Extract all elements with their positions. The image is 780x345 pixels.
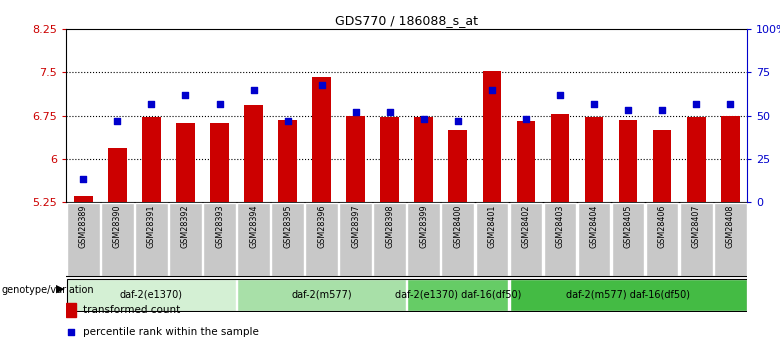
Text: daf-2(m577): daf-2(m577) xyxy=(292,289,352,299)
Bar xyxy=(483,71,502,202)
Bar xyxy=(305,203,338,276)
Bar xyxy=(244,105,263,202)
Point xyxy=(179,92,192,98)
Text: daf-2(e1370): daf-2(e1370) xyxy=(120,289,183,299)
Point xyxy=(519,116,532,122)
Bar xyxy=(619,120,637,202)
Bar xyxy=(680,203,712,276)
Point xyxy=(690,101,703,106)
Text: percentile rank within the sample: percentile rank within the sample xyxy=(83,327,258,337)
Point xyxy=(111,118,123,124)
Text: GSM28394: GSM28394 xyxy=(249,205,258,248)
Text: GSM28390: GSM28390 xyxy=(113,205,122,248)
Bar xyxy=(646,203,679,276)
Bar xyxy=(441,203,474,276)
Point xyxy=(213,101,225,106)
Point xyxy=(349,109,362,115)
Point xyxy=(384,109,396,115)
Bar xyxy=(381,117,399,202)
Bar xyxy=(74,196,93,202)
Text: genotype/variation: genotype/variation xyxy=(2,285,94,295)
Text: GSM28391: GSM28391 xyxy=(147,205,156,248)
Bar xyxy=(203,203,236,276)
Bar xyxy=(544,203,576,276)
Bar xyxy=(448,130,467,202)
Bar xyxy=(135,203,168,276)
Text: daf-2(e1370) daf-16(df50): daf-2(e1370) daf-16(df50) xyxy=(395,289,521,299)
Bar xyxy=(509,279,746,311)
Bar xyxy=(516,121,535,202)
Point xyxy=(656,108,668,113)
Bar xyxy=(169,203,202,276)
Point xyxy=(588,101,601,106)
Bar xyxy=(578,203,611,276)
Bar xyxy=(687,117,706,202)
Bar xyxy=(142,117,161,202)
Text: GSM28403: GSM28403 xyxy=(555,205,565,248)
Bar xyxy=(585,117,604,202)
Bar xyxy=(210,123,229,202)
Text: GSM28400: GSM28400 xyxy=(453,205,463,248)
Point xyxy=(65,329,77,334)
Point xyxy=(417,116,430,122)
Text: GSM28393: GSM28393 xyxy=(215,205,224,248)
Bar xyxy=(237,279,406,311)
Point xyxy=(282,118,294,124)
Text: GSM28389: GSM28389 xyxy=(79,205,88,248)
Point xyxy=(77,177,90,182)
Bar xyxy=(271,203,304,276)
Bar xyxy=(176,123,195,202)
Bar xyxy=(312,77,331,202)
Point xyxy=(486,87,498,92)
Bar xyxy=(612,203,644,276)
Text: GSM28399: GSM28399 xyxy=(420,205,428,248)
Bar xyxy=(374,203,406,276)
Text: GSM28401: GSM28401 xyxy=(488,205,496,248)
Point xyxy=(622,108,634,113)
Bar xyxy=(476,203,509,276)
Bar xyxy=(407,279,509,311)
Text: GSM28392: GSM28392 xyxy=(181,205,190,248)
Bar xyxy=(237,203,270,276)
Bar xyxy=(346,116,365,202)
Point xyxy=(724,101,736,106)
Bar xyxy=(714,203,746,276)
Text: GSM28396: GSM28396 xyxy=(317,205,326,248)
Bar xyxy=(67,279,236,311)
Text: GSM28405: GSM28405 xyxy=(623,205,633,248)
Text: transformed count: transformed count xyxy=(83,305,180,315)
Bar xyxy=(278,120,297,202)
Text: ▶: ▶ xyxy=(56,283,65,293)
Bar xyxy=(653,130,672,202)
Point xyxy=(554,92,566,98)
Text: GSM28402: GSM28402 xyxy=(522,205,530,248)
Title: GDS770 / 186088_s_at: GDS770 / 186088_s_at xyxy=(335,14,478,27)
Text: GSM28404: GSM28404 xyxy=(590,205,598,248)
Bar xyxy=(407,203,440,276)
Bar xyxy=(67,203,100,276)
Point xyxy=(452,118,464,124)
Text: GSM28395: GSM28395 xyxy=(283,205,292,248)
Text: GSM28407: GSM28407 xyxy=(692,205,700,248)
Point xyxy=(247,87,260,92)
Text: daf-2(m577) daf-16(df50): daf-2(m577) daf-16(df50) xyxy=(566,289,690,299)
Text: GSM28408: GSM28408 xyxy=(725,205,735,248)
Bar xyxy=(66,304,76,317)
Bar xyxy=(414,117,433,202)
Point xyxy=(315,82,328,87)
Bar xyxy=(339,203,372,276)
Bar xyxy=(721,116,739,202)
Text: GSM28398: GSM28398 xyxy=(385,205,394,248)
Bar xyxy=(108,148,126,202)
Bar xyxy=(551,114,569,202)
Text: GSM28406: GSM28406 xyxy=(658,205,667,248)
Bar xyxy=(509,203,542,276)
Bar xyxy=(101,203,133,276)
Text: GSM28397: GSM28397 xyxy=(351,205,360,248)
Point xyxy=(145,101,158,106)
